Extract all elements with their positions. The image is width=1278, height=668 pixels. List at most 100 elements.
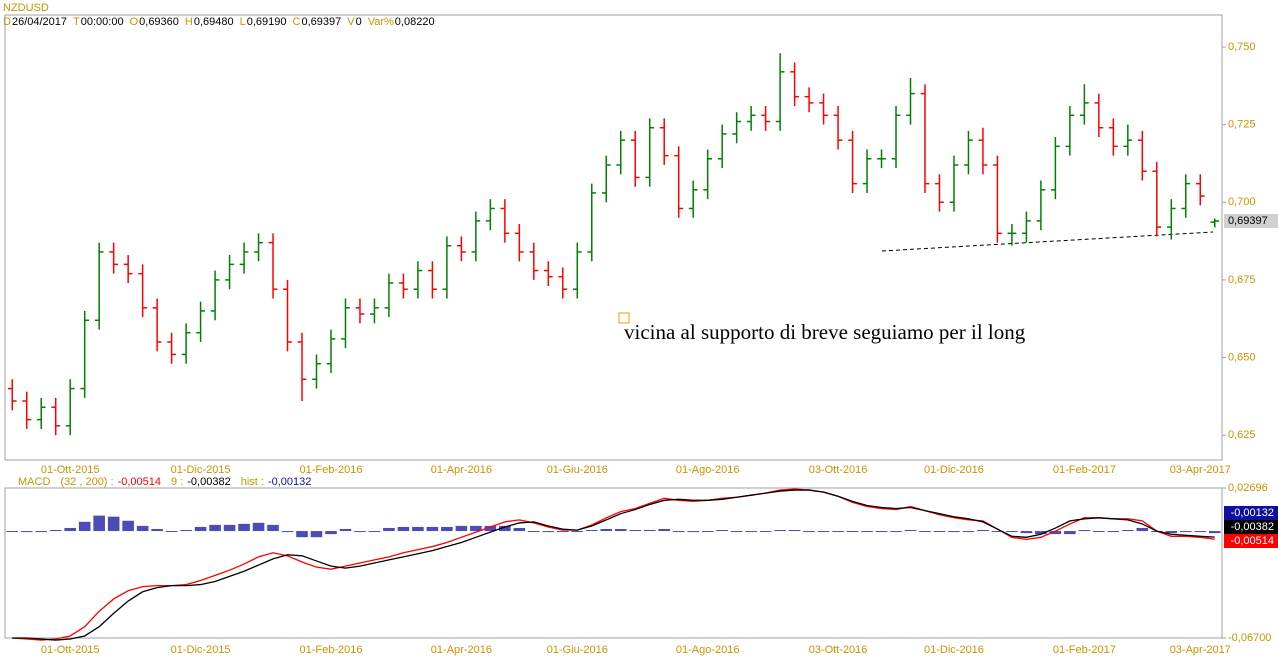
hist-bar <box>354 531 366 533</box>
hist-bar <box>441 526 453 532</box>
legend-name: (32 , 200) : <box>60 476 113 488</box>
support-line <box>881 231 1214 252</box>
field-value: 00:00:00 <box>81 16 124 28</box>
x-tick-label: 01-Dic-2015 <box>171 644 231 656</box>
field-key: T <box>73 16 80 28</box>
x-tick-label: 03-Ott-2016 <box>809 644 868 656</box>
x-tick-label: 01-Giu-2016 <box>547 464 608 476</box>
hist-bar <box>730 531 743 533</box>
hist-bar <box>556 531 569 533</box>
hist-bar <box>484 525 497 532</box>
hist-bar <box>977 530 989 532</box>
field-value: 0 <box>356 16 362 28</box>
hist-bar <box>136 525 149 532</box>
value-box <box>1224 520 1278 534</box>
x-tick-label: 01-Feb-2017 <box>1053 464 1116 476</box>
legend-value: -0,00132 <box>268 476 311 488</box>
field-key: H <box>185 16 193 28</box>
ohlc-header: D26/04/2017 T00:00:00 O0,69360 H0,69480 L0,6… <box>3 16 435 28</box>
x-tick-label: 01-Dic-2016 <box>924 464 984 476</box>
hist-bar <box>1122 530 1134 532</box>
hist-bar <box>991 531 1004 533</box>
hist-bar <box>180 530 192 532</box>
hist-bar <box>281 531 294 533</box>
symbol: NZDUSD <box>3 2 49 14</box>
legend-value: -0,00514 <box>118 476 161 488</box>
hist-bar <box>194 526 207 532</box>
x-tick-label: 01-Apr-2016 <box>431 464 492 476</box>
legend-name: 9 : <box>171 476 183 488</box>
hist-bar <box>93 515 105 532</box>
hist-bar <box>325 531 337 535</box>
hist-bar <box>455 525 468 532</box>
hist-bar <box>904 530 917 532</box>
x-tick-label: 01-Feb-2016 <box>299 464 362 476</box>
hist-bar <box>20 531 33 533</box>
hist-bar <box>832 531 844 533</box>
hist-bar <box>629 530 642 532</box>
hist-bar <box>1165 531 1178 534</box>
macd-line <box>12 489 1215 641</box>
x-tick-label: 03-Apr-2017 <box>1170 644 1231 656</box>
x-tick-label: 01-Ott-2015 <box>41 464 100 476</box>
field-key: V <box>347 16 355 28</box>
last-price-label: 0,69397 <box>1228 215 1268 227</box>
hist-bar <box>426 526 439 532</box>
hist-bar <box>296 531 308 538</box>
hist-bar <box>252 522 265 532</box>
y-tick-label: 0,700 <box>1228 196 1256 208</box>
legend-name: hist : <box>241 476 264 488</box>
x-tick-label: 03-Ott-2016 <box>809 464 868 476</box>
hist-bar <box>470 525 482 532</box>
x-tick-label: 01-Ago-2016 <box>676 644 740 656</box>
value-box-label: -0,00132 <box>1231 507 1274 519</box>
hist-bar <box>6 531 19 533</box>
field-value: 0,69480 <box>194 16 234 28</box>
hist-bar <box>817 531 830 533</box>
hist-bar <box>701 531 714 533</box>
hist-bar <box>310 531 323 538</box>
macd-header: MACD (32 , 200) : -0,00514 9 : -0,00382 hist … <box>18 476 311 488</box>
hist-bar <box>1020 531 1033 534</box>
field-key: D <box>3 16 11 28</box>
hist-bar <box>933 531 946 533</box>
y-tick-label: 0,675 <box>1228 274 1256 286</box>
x-tick-label: 01-Feb-2016 <box>299 644 362 656</box>
macd-line <box>12 488 1215 641</box>
hist-bar <box>542 531 555 533</box>
legend-value: -0,00382 <box>187 476 230 488</box>
hist-bar <box>49 530 62 532</box>
hist-bar <box>919 531 931 533</box>
x-tick-label: 01-Dic-2016 <box>924 644 984 656</box>
macd-panel <box>4 487 1223 639</box>
value-box <box>1224 506 1278 520</box>
hist-bar <box>1049 531 1062 535</box>
field-value: 26/04/2017 <box>12 16 67 28</box>
hist-bar <box>513 527 526 532</box>
hist-bar <box>383 527 395 532</box>
hist-bar <box>528 531 540 533</box>
field-value: 0,69190 <box>247 16 287 28</box>
x-tick-label: 01-Ott-2015 <box>41 644 100 656</box>
field-key: L <box>240 16 246 28</box>
hist-bar <box>1078 530 1091 532</box>
y-tick-label: 0,650 <box>1228 351 1256 363</box>
hist-bar <box>1035 531 1047 535</box>
price-panel <box>4 14 1223 461</box>
hist-bar <box>716 530 728 532</box>
hist-bar <box>1107 531 1120 533</box>
hist-bar <box>774 530 786 532</box>
field-value: 0,69397 <box>301 16 341 28</box>
x-tick-label: 01-Ago-2016 <box>676 464 740 476</box>
hist-bar <box>803 531 815 533</box>
y-tick-label: 0,625 <box>1228 429 1256 441</box>
annotation: vicina al supporto di breve seguiamo per… <box>624 320 1026 344</box>
macd-title: MACD <box>18 476 50 488</box>
hist-bar <box>1064 531 1076 535</box>
hist-bar <box>788 530 801 532</box>
hist-bar <box>412 526 424 532</box>
hist-bar <box>672 531 685 533</box>
hist-bar <box>368 531 381 533</box>
